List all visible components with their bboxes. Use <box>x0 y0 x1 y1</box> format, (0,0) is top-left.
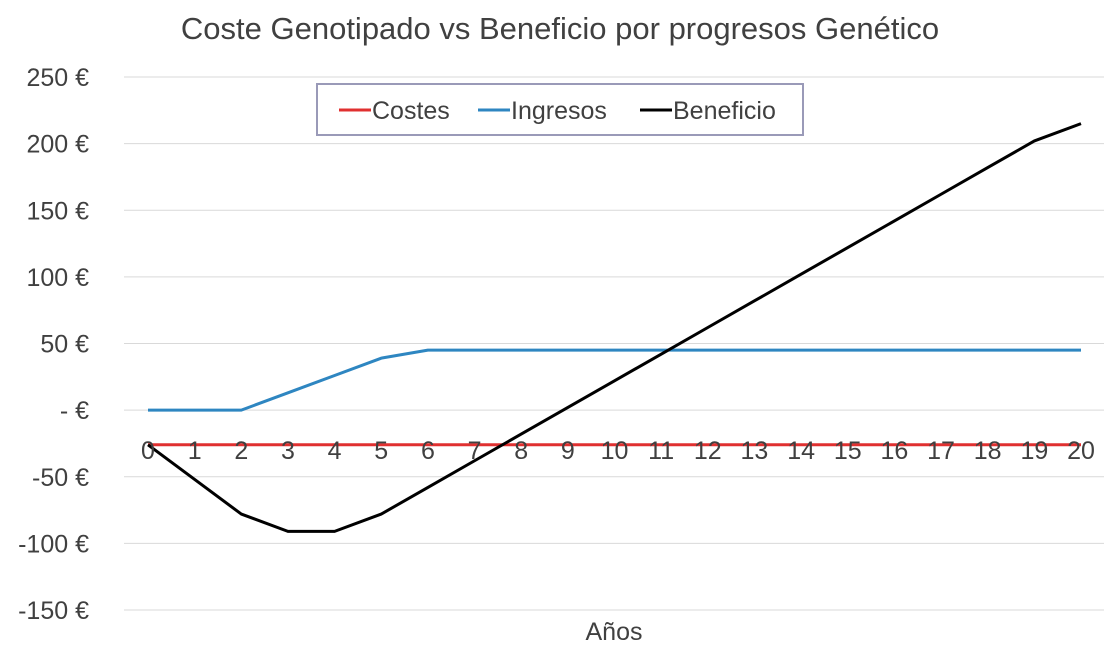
x-axis-ticks: 0 1 2 3 4 5 6 7 8 9 10 11 12 13 14 15 16 17 18 19 20 <box>141 437 1095 465</box>
x-tick-label: 14 <box>787 437 815 465</box>
y-tick-label: 50 € <box>40 331 89 359</box>
series-line-beneficio <box>147 122 1082 533</box>
y-tick-label: -50 € <box>32 464 89 492</box>
y-tick-label: 250 € <box>26 64 89 92</box>
x-axis-label: Años <box>586 618 643 646</box>
x-tick-label: 0 <box>141 437 155 465</box>
x-tick-label: 12 <box>694 437 722 465</box>
x-tick-label: 6 <box>421 437 435 465</box>
x-tick-label: 13 <box>741 437 769 465</box>
x-tick-label: 2 <box>234 437 248 465</box>
y-tick-label: -150 € <box>18 597 89 625</box>
series-line-ingresos <box>148 348 1081 412</box>
x-tick-label: 16 <box>880 437 908 465</box>
x-tick-label: 1 <box>188 437 202 465</box>
x-tick-label: 7 <box>468 437 482 465</box>
y-tick-label: 200 € <box>26 131 89 159</box>
y-tick-label: 100 € <box>26 264 89 292</box>
x-tick-label: 9 <box>561 437 575 465</box>
x-tick-label: 4 <box>328 437 342 465</box>
x-tick-label: 3 <box>281 437 295 465</box>
chart-title: Coste Genotipado vs Beneficio por progre… <box>181 11 939 46</box>
y-tick-label: - € <box>60 397 89 425</box>
legend-label-costes: Costes <box>372 97 450 125</box>
gridlines <box>124 76 1104 611</box>
y-tick-label: -100 € <box>18 530 89 558</box>
x-tick-label: 15 <box>834 437 862 465</box>
x-tick-label: 18 <box>974 437 1002 465</box>
x-tick-label: 17 <box>927 437 955 465</box>
legend: Costes Ingresos Beneficio <box>316 83 804 136</box>
x-tick-label: 5 <box>374 437 388 465</box>
legend-label-beneficio: Beneficio <box>673 97 776 125</box>
x-tick-label: 8 <box>514 437 528 465</box>
x-tick-label: 20 <box>1067 437 1095 465</box>
legend-box <box>316 83 804 136</box>
series-lines <box>147 122 1082 533</box>
x-tick-label: 11 <box>648 437 674 465</box>
y-tick-label: 150 € <box>26 197 89 225</box>
x-tick-label: 19 <box>1020 437 1048 465</box>
x-tick-label: 10 <box>601 437 629 465</box>
legend-label-ingresos: Ingresos <box>511 97 607 125</box>
y-axis-ticks: 250 € 200 € 150 € 100 € 50 € - € -50 € -100 € -1… <box>18 64 89 625</box>
